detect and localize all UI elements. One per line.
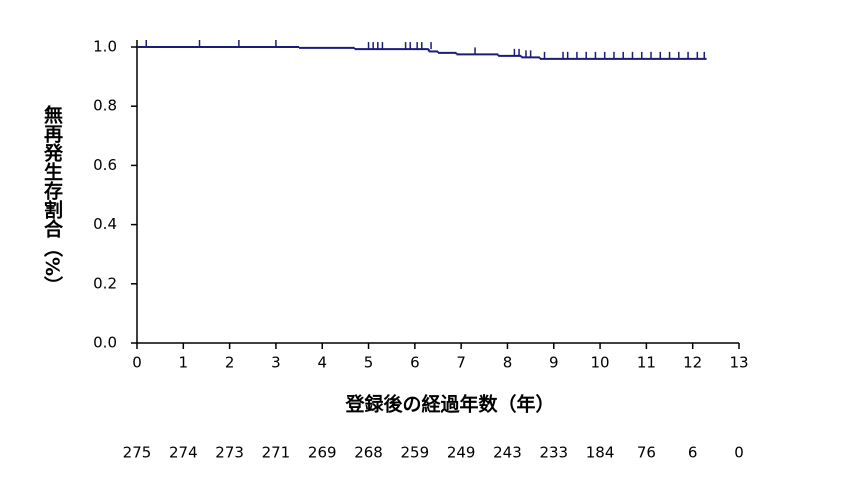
at-risk-count: 268 (354, 444, 383, 462)
x-tick-label: 5 (364, 354, 374, 372)
y-tick-label: 0.6 (93, 156, 117, 174)
at-risk-count: 243 (493, 444, 522, 462)
x-tick-label: 4 (317, 354, 327, 372)
x-tick-label: 7 (456, 354, 466, 372)
y-tick-label: 1.0 (93, 38, 117, 56)
at-risk-count: 271 (262, 444, 291, 462)
at-risk-count: 184 (586, 444, 615, 462)
x-tick-label: 9 (549, 354, 559, 372)
x-tick-label: 13 (729, 354, 748, 372)
y-tick-label: 0.4 (93, 215, 117, 233)
at-risk-count: 269 (308, 444, 337, 462)
x-tick-label: 0 (132, 354, 142, 372)
y-tick-label: 0.8 (93, 97, 117, 115)
x-tick-label: 8 (503, 354, 513, 372)
at-risk-count: 275 (123, 444, 152, 462)
y-axis-label: 無再発生存割合（%） (41, 104, 64, 295)
at-risk-count: 6 (688, 444, 698, 462)
at-risk-count: 273 (215, 444, 244, 462)
at-risk-count: 274 (169, 444, 198, 462)
y-tick-label: 0.2 (93, 274, 117, 292)
x-tick-label: 1 (179, 354, 189, 372)
at-risk-count: 233 (539, 444, 568, 462)
x-tick-label: 6 (410, 354, 420, 372)
y-tick-label: 0.0 (93, 334, 117, 352)
at-risk-count: 259 (401, 444, 430, 462)
x-tick-label: 3 (271, 354, 281, 372)
at-risk-count: 0 (734, 444, 744, 462)
at-risk-count: 249 (447, 444, 476, 462)
x-tick-label: 12 (683, 354, 702, 372)
x-tick-label: 2 (225, 354, 235, 372)
x-tick-label: 11 (637, 354, 656, 372)
x-tick-label: 10 (591, 354, 610, 372)
x-axis-label: 登録後の経過年数（年） (344, 393, 554, 416)
at-risk-count: 76 (637, 444, 656, 462)
